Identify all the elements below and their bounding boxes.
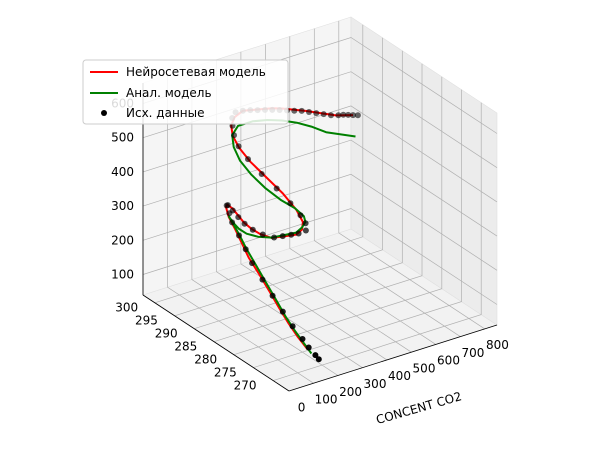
data-point (269, 292, 276, 299)
y-grid-line (233, 76, 443, 356)
data-point (242, 246, 249, 253)
data-point (223, 202, 230, 209)
x-grid-line (167, 75, 314, 384)
legend-label-analytic: Анал. модель (126, 86, 212, 100)
data-point (271, 234, 278, 241)
z-grid-line (142, 105, 498, 203)
y-grid-line (273, 102, 482, 381)
x-tick-label: 700 (461, 346, 484, 360)
side-pane (350, 16, 498, 326)
data-point (241, 220, 248, 227)
y-tick-label: 285 (174, 339, 197, 353)
y-tick-label: 280 (194, 352, 217, 366)
data-point (245, 156, 251, 163)
y-grid-line (213, 63, 423, 343)
data-point (235, 143, 242, 150)
data-point (229, 219, 236, 226)
x-tick-label: 300 (364, 377, 387, 391)
x-axis-line (288, 324, 498, 392)
data-point (306, 109, 312, 115)
data-point (287, 200, 294, 207)
data-point (249, 260, 256, 267)
data-point (273, 185, 280, 192)
data-point (279, 233, 286, 240)
data-point (289, 323, 296, 330)
data-point (259, 276, 266, 283)
data-point (302, 227, 309, 234)
data-point (235, 214, 242, 221)
data-point (302, 220, 309, 227)
x-tick-label: 600 (437, 354, 460, 368)
y-tick-label: 300 (115, 300, 138, 314)
x-tick-label: 500 (413, 362, 436, 376)
data-point (226, 210, 233, 217)
z-grid-line (142, 208, 498, 305)
legend-box (82, 59, 289, 125)
data-point (350, 112, 356, 119)
y-axis-line (142, 294, 290, 392)
data-point (291, 107, 298, 114)
z-tick-label: 200 (111, 233, 134, 247)
data-point (236, 232, 242, 239)
data-point (354, 112, 361, 119)
data-point (299, 336, 306, 342)
data-point (335, 112, 342, 119)
data-point (340, 111, 347, 118)
y-grid-line (174, 37, 383, 317)
data-point (288, 231, 295, 238)
data-point (320, 111, 327, 118)
z-tick-label: 100 (111, 268, 134, 282)
data-point (298, 107, 305, 114)
x-grid-line (338, 20, 485, 330)
z-tick-label: 500 (111, 131, 134, 145)
y-tick-label: 275 (214, 365, 237, 379)
data-point (345, 111, 352, 118)
x-tick-label: 100 (315, 393, 338, 407)
y-tick-label: 290 (155, 326, 178, 340)
data-point (313, 110, 320, 117)
x-tick-label: 400 (388, 369, 411, 383)
x-grid-line (191, 67, 339, 376)
z-grid-line (142, 173, 498, 271)
data-point (259, 231, 266, 238)
data-point (297, 212, 304, 219)
x-tick-label: 0 (298, 400, 306, 414)
data-point (305, 344, 312, 351)
y-tick-label: 270 (234, 378, 257, 392)
x-axis-label: CONCENT CO2 (375, 389, 464, 427)
data-point (231, 132, 237, 139)
data-point (279, 308, 286, 315)
x-grid-line (313, 28, 461, 337)
legend-label-data: Исх. данные (126, 106, 205, 120)
z-grid-line (142, 139, 498, 237)
data-point (315, 356, 322, 363)
legend-label-neural: Нейросетевая модель (126, 65, 266, 79)
data-point (328, 112, 334, 119)
y-tick-label: 295 (135, 313, 158, 327)
y-grid-line (253, 89, 462, 368)
x-grid-line (289, 36, 436, 345)
x-tick-label: 200 (339, 385, 362, 399)
legend: Нейросетевая модель Анал. модель Исх. да… (82, 59, 289, 125)
x-grid-line (216, 59, 363, 368)
legend-marker-data (101, 110, 107, 116)
x-tick-label: 800 (486, 338, 509, 352)
data-point (295, 230, 302, 237)
data-point (249, 226, 256, 233)
y-grid-line (194, 50, 403, 330)
z-tick-label: 300 (111, 199, 134, 213)
data-point (312, 352, 319, 359)
z-tick-label: 400 (111, 165, 134, 179)
y-grid-line (154, 24, 364, 304)
data-point (258, 171, 265, 177)
